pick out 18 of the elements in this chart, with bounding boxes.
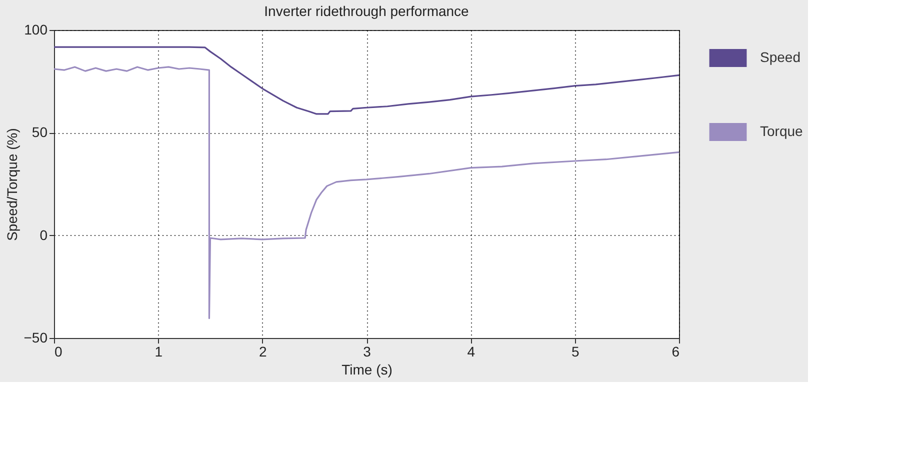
line-series <box>53 66 680 320</box>
y-tick-label: 100 <box>24 22 48 38</box>
legend-label: Speed <box>760 49 800 65</box>
y-axis-title: Speed/Torque (%) <box>4 128 20 241</box>
y-tick-label: 0 <box>40 226 48 243</box>
chart-title: Inverter ridethrough performance <box>264 3 470 19</box>
line-series <box>53 46 680 115</box>
y-tick-label: −50 <box>24 330 48 346</box>
x-tick-label: 6 <box>672 344 680 360</box>
x-tick-label: 2 <box>258 344 267 360</box>
x-tick-label: 1 <box>154 344 163 360</box>
x-tick-label: 4 <box>467 344 476 360</box>
x-tick-label: 3 <box>363 344 372 360</box>
x-tick-label: 5 <box>571 344 580 360</box>
legend-label: Torque <box>760 123 804 139</box>
x-axis-title: Time (s) <box>342 362 392 378</box>
x-tick-label: 0 <box>54 344 62 360</box>
y-tick-label: 50 <box>32 124 48 140</box>
